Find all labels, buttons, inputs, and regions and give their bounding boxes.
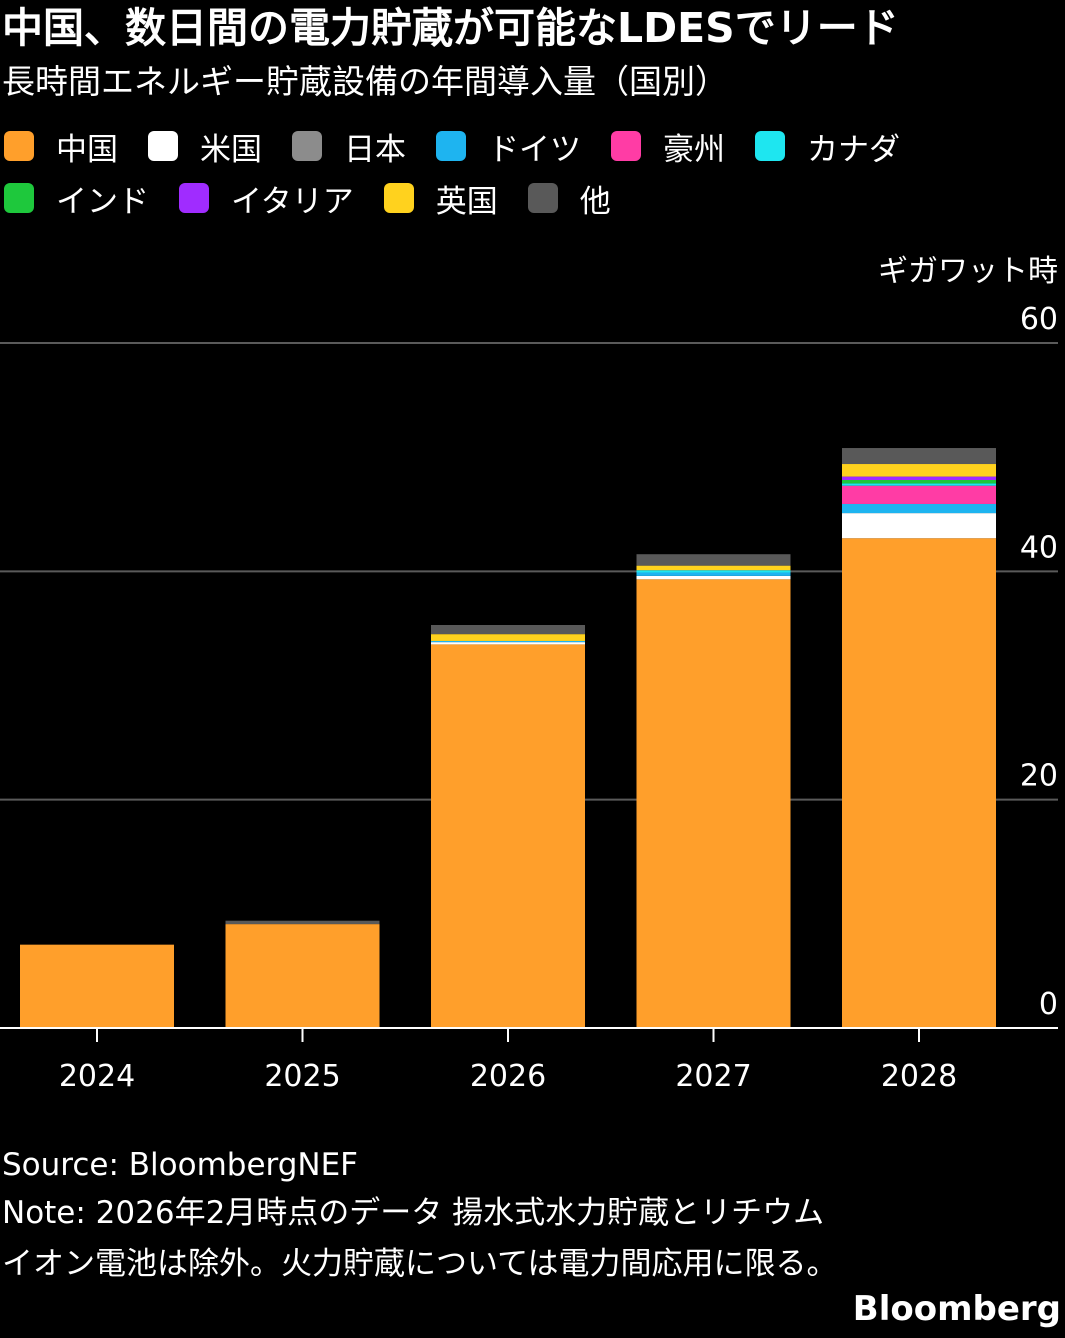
legend-item: 豪州: [611, 124, 725, 168]
legend-swatch: [383, 183, 414, 213]
bar-segment: [636, 579, 791, 1028]
legend-label: 日本: [344, 131, 406, 168]
x-tick-label: 2025: [264, 1059, 340, 1094]
bar-segment: [842, 485, 996, 504]
legend-label: 米国: [200, 131, 262, 168]
legend-swatch: [4, 183, 34, 213]
bar-segment: [842, 464, 996, 477]
y-axis-label: ギガワット時: [878, 254, 1058, 289]
y-tick-label: 20: [1020, 759, 1058, 794]
bar-segment: [431, 640, 585, 643]
bloomberg-logo: Bloomberg: [852, 1289, 1061, 1329]
bar-segment: [636, 554, 791, 566]
legend-label: ドイツ: [488, 131, 581, 168]
legend-swatch: [436, 131, 466, 161]
note-text: Note: 2026年2月時点のデータ 揚水式水力貯蔵とリチウムイオン電池は除外…: [2, 1195, 838, 1282]
bar-segment: [431, 624, 585, 635]
legend-swatch: [527, 183, 558, 213]
legend-swatch: [4, 131, 34, 161]
legend-swatch: [179, 183, 209, 213]
legend: 中国 米国 日本 ドイツ 豪州 カナダインド イタリア 英国 他: [4, 124, 1064, 220]
legend-swatch: [611, 131, 641, 161]
legend-item: ドイツ: [436, 124, 581, 168]
x-tick-label: 2024: [59, 1059, 135, 1094]
legend-label: 他: [579, 183, 611, 220]
bar-segment: [842, 513, 996, 539]
legend-item: カナダ: [755, 124, 900, 168]
legend-label: インド: [56, 183, 149, 220]
bar-segment: [842, 483, 996, 486]
legend-label: 英国: [435, 183, 498, 220]
legend-swatch: [292, 131, 322, 161]
bar-segment: [225, 920, 380, 925]
bar-segment: [636, 572, 791, 576]
chart-title: 中国、数日間の電力貯蔵が可能なLDESでリード: [2, 4, 899, 52]
chart-subtitle: 長時間エネルギー貯蔵設備の年間導入量（国別）: [2, 62, 728, 101]
legend-label: 豪州: [663, 131, 725, 168]
bar-segment: [431, 634, 585, 641]
bar-segment: [20, 944, 174, 1028]
bar-segment: [842, 538, 996, 1028]
source-text: Source: BloombergNEF: [2, 1147, 359, 1183]
bar-segment: [636, 565, 791, 571]
bar-segment: [842, 448, 996, 465]
legend-label: イタリア: [231, 183, 354, 220]
legend-swatch: [755, 131, 785, 161]
bar-segment: [842, 480, 996, 484]
y-tick-label: 40: [1020, 530, 1058, 565]
legend-swatch: [148, 131, 178, 161]
bar-segment: [431, 644, 585, 1028]
bar-segment: [842, 476, 996, 480]
x-tick-label: 2027: [675, 1059, 751, 1094]
legend-item: 米国: [148, 124, 262, 168]
x-tick-label: 2028: [881, 1059, 957, 1094]
legend-item: イタリア: [179, 176, 354, 220]
bar-segment: [636, 575, 791, 580]
legend-item: 他: [527, 176, 611, 220]
legend-item: 日本: [292, 124, 406, 168]
y-tick-label: 60: [1020, 302, 1058, 337]
legend-label: カナダ: [807, 131, 900, 168]
x-tick-label: 2026: [470, 1059, 546, 1094]
bar-segment: [636, 570, 791, 573]
legend-item: 英国: [383, 176, 498, 220]
bar-segment: [225, 924, 380, 1028]
y-tick-label: 0: [1039, 987, 1058, 1022]
legend-item: 中国: [4, 124, 118, 168]
legend-item: インド: [4, 176, 149, 220]
bar-segment: [431, 642, 585, 645]
bar-segment: [842, 503, 996, 514]
legend-label: 中国: [56, 131, 118, 168]
